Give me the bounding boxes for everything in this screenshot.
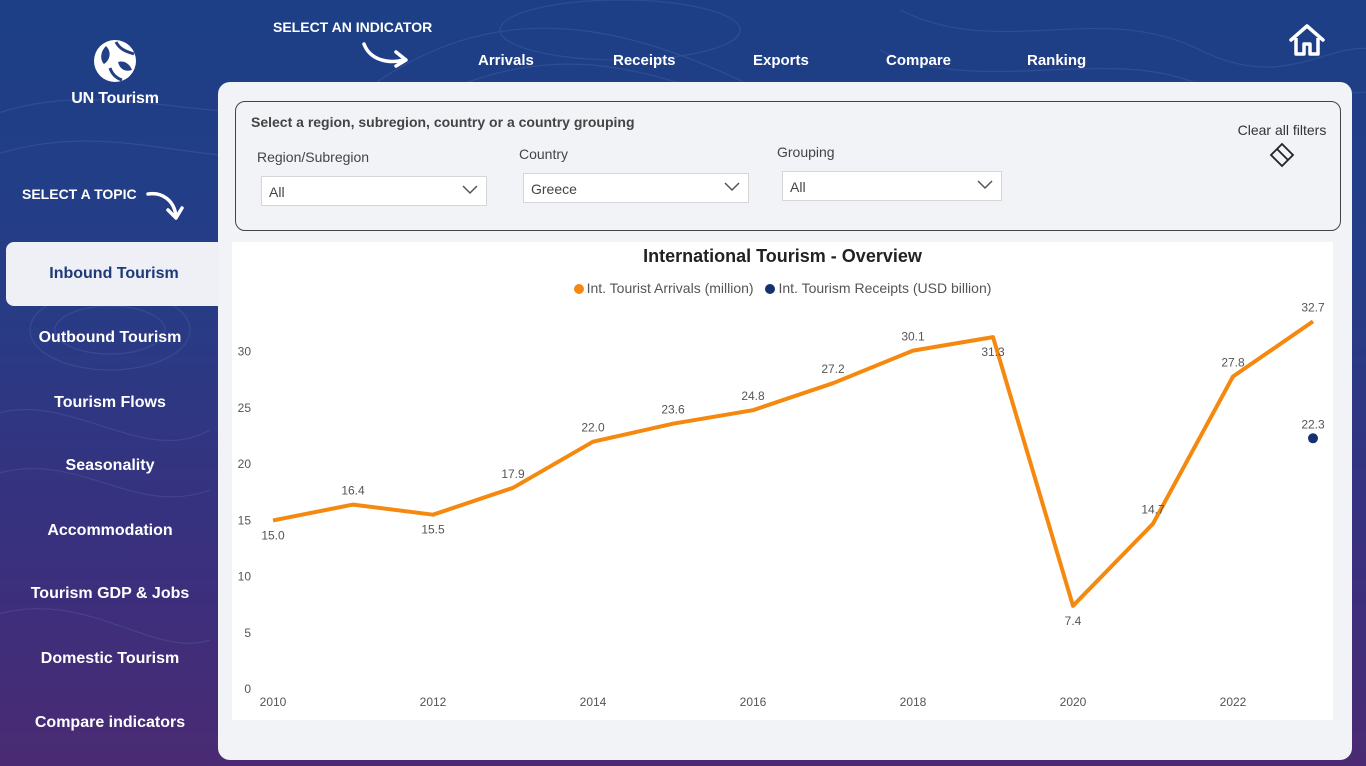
legend-entry-arrivals[interactable]: Int. Tourist Arrivals (million) bbox=[573, 280, 754, 296]
legend-dot-icon bbox=[765, 284, 776, 294]
data-label: 23.6 bbox=[661, 403, 685, 417]
region-select[interactable]: All bbox=[261, 176, 487, 206]
data-label: 32.7 bbox=[1301, 300, 1325, 314]
data-label: 15.0 bbox=[261, 528, 285, 542]
data-label: 22.0 bbox=[581, 421, 605, 435]
legend-dot-icon bbox=[573, 284, 584, 294]
chevron-down-icon bbox=[724, 182, 740, 192]
sidebar-item-outbound-tourism[interactable]: Outbound Tourism bbox=[38, 329, 182, 346]
country-select-value: Greece bbox=[531, 181, 577, 197]
series-line-arrivals bbox=[272, 319, 1315, 608]
region-label: Region/Subregion bbox=[257, 149, 370, 165]
data-label: 14.7 bbox=[1141, 503, 1165, 517]
home-icon[interactable] bbox=[1288, 22, 1326, 58]
nav-compare[interactable]: Compare bbox=[886, 52, 952, 69]
curved-arrow-down-icon bbox=[146, 191, 184, 220]
region-select-value: All bbox=[269, 184, 285, 200]
chart-canvas: 0 5 10 15 20 25 30 2010 2012 2014 2016 2018 2020 2022… bbox=[238, 300, 1325, 709]
nav-exports[interactable]: Exports bbox=[753, 52, 809, 69]
y-tick-label: 20 bbox=[238, 457, 252, 471]
data-label: 31.3 bbox=[981, 345, 1005, 359]
sidebar-item-compare-indicators[interactable]: Compare indicators bbox=[34, 714, 186, 731]
indicator-heading: SELECT AN INDICATOR bbox=[273, 19, 433, 35]
x-tick-label: 2012 bbox=[420, 695, 447, 709]
sidebar-item-inbound-tourism[interactable]: Inbound Tourism bbox=[6, 242, 222, 306]
chart-title: International Tourism - Overview bbox=[643, 246, 922, 266]
sidebar-item-tourism-flows[interactable]: Tourism Flows bbox=[54, 394, 166, 411]
brand-name: UN Tourism bbox=[71, 90, 159, 107]
nav-ranking[interactable]: Ranking bbox=[1027, 52, 1087, 69]
y-tick-label: 5 bbox=[244, 626, 251, 640]
y-tick-label: 0 bbox=[244, 682, 251, 696]
y-tick-label: 10 bbox=[238, 570, 252, 584]
data-label: 30.1 bbox=[901, 330, 925, 344]
eraser-icon bbox=[1269, 142, 1295, 168]
clear-all-filters-button[interactable]: Clear all filters bbox=[1236, 122, 1328, 168]
sidebar-item-accommodation[interactable]: Accommodation bbox=[47, 522, 173, 539]
chart-legend: Int. Tourist Arrivals (million) Int. Tou… bbox=[232, 280, 1333, 296]
x-tick-label: 2014 bbox=[580, 695, 607, 709]
sidebar-item-seasonality[interactable]: Seasonality bbox=[65, 457, 155, 474]
y-tick-label: 25 bbox=[238, 401, 252, 415]
data-label: 24.8 bbox=[741, 389, 765, 403]
data-label: 7.4 bbox=[1065, 614, 1082, 628]
grouping-select[interactable]: All bbox=[782, 171, 1002, 201]
filter-panel: Select a region, subregion, country or a… bbox=[235, 101, 1341, 231]
indicator-nav: Arrivals Receipts Exports Compare Rankin… bbox=[430, 52, 1150, 74]
chevron-down-icon bbox=[462, 185, 478, 195]
clear-filters-label: Clear all filters bbox=[1237, 122, 1327, 138]
x-tick-label: 2010 bbox=[260, 695, 287, 709]
data-point-receipts bbox=[1308, 433, 1318, 444]
country-select[interactable]: Greece bbox=[523, 173, 749, 203]
nav-arrivals[interactable]: Arrivals bbox=[478, 52, 534, 69]
x-tick-label: 2018 bbox=[900, 695, 927, 709]
data-label: 27.2 bbox=[821, 362, 845, 376]
curved-arrow-right-icon bbox=[362, 42, 408, 68]
data-label: 17.9 bbox=[501, 467, 525, 481]
y-tick-label: 30 bbox=[238, 345, 252, 359]
grouping-label: Grouping bbox=[777, 144, 835, 160]
sidebar-item-domestic-tourism[interactable]: Domestic Tourism bbox=[40, 650, 180, 667]
topic-heading: SELECT A TOPIC bbox=[22, 186, 137, 202]
legend-label-arrivals: Int. Tourist Arrivals (million) bbox=[586, 280, 754, 296]
un-tourism-logo-icon bbox=[94, 40, 136, 82]
nav-receipts[interactable]: Receipts bbox=[613, 52, 676, 69]
x-tick-label: 2020 bbox=[1060, 695, 1087, 709]
main-panel: Select a region, subregion, country or a… bbox=[218, 82, 1352, 760]
filter-title: Select a region, subregion, country or a… bbox=[251, 114, 635, 130]
data-label: 22.3 bbox=[1301, 417, 1325, 431]
overview-chart: 0 5 10 15 20 25 30 2010 2012 2014 2016 2018 2020 2022… bbox=[232, 242, 1333, 720]
grouping-select-value: All bbox=[790, 179, 806, 195]
legend-entry-receipts[interactable]: Int. Tourism Receipts (USD billion) bbox=[765, 280, 991, 296]
x-tick-label: 2022 bbox=[1220, 695, 1247, 709]
y-tick-label: 15 bbox=[238, 513, 252, 527]
data-label: 15.5 bbox=[421, 523, 445, 537]
x-tick-label: 2016 bbox=[740, 695, 767, 709]
country-label: Country bbox=[519, 146, 569, 162]
chevron-down-icon bbox=[977, 180, 993, 190]
sidebar-item-tourism-gdp-jobs[interactable]: Tourism GDP & Jobs bbox=[30, 585, 190, 602]
data-label: 16.4 bbox=[341, 484, 365, 498]
data-label: 27.8 bbox=[1221, 355, 1245, 369]
brand-logo: UN Tourism bbox=[60, 38, 170, 108]
legend-label-receipts: Int. Tourism Receipts (USD billion) bbox=[778, 280, 992, 296]
